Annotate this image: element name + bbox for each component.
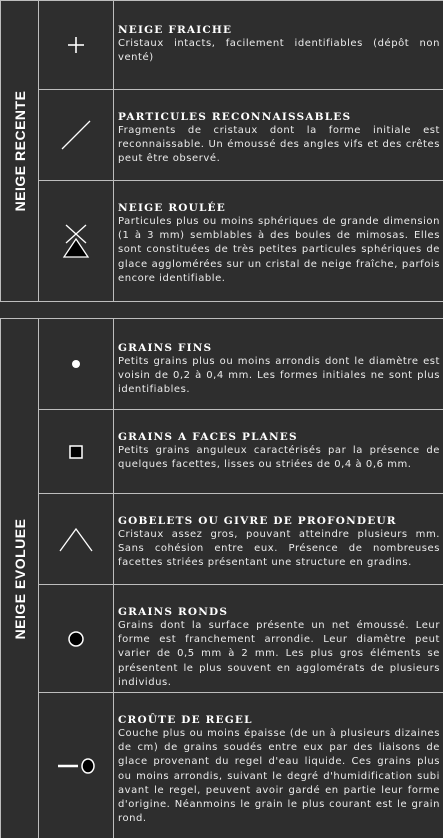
symbol-cell: [39, 181, 114, 301]
row-neige-roulee: NEIGE ROULÉE Particules plus ou moins sp…: [39, 181, 443, 301]
description-cell: NEIGE ROULÉE Particules plus ou moins sp…: [114, 181, 443, 301]
row-title: PARTICULES RECONNAISSABLES: [118, 111, 352, 123]
description-cell: PARTICULES RECONNAISSABLES Fragments de …: [114, 90, 443, 180]
description-cell: GRAINS A FACES PLANES Petits grains angu…: [114, 410, 443, 493]
row-title: NEIGE ROULÉE: [118, 202, 226, 214]
row-description: Grains dont la surface présente un net é…: [118, 620, 440, 688]
symbol-cell: [39, 410, 114, 493]
symbol-cell: [39, 494, 114, 584]
small-dot-icon: [72, 360, 80, 368]
symbol-cell: [39, 90, 114, 180]
row-title: NEIGE FRAICHE: [118, 24, 233, 36]
section-label: NEIGE RECENTE: [11, 90, 28, 212]
symbol-cell: [39, 585, 114, 692]
description-cell: GOBELETS OU GIVRE DE PROFONDEUR Cristaux…: [114, 494, 443, 584]
description-cell: GRAINS FINS Petits grains plus ou moins …: [114, 319, 443, 409]
triangle-x-icon: [62, 224, 90, 258]
row-description: Particules plus ou moins sphériques de g…: [118, 216, 440, 284]
section-gap: [0, 302, 443, 318]
row-description: Fragments de cristaux dont la forme init…: [118, 125, 440, 165]
slash-icon: [61, 120, 91, 150]
plus-icon: [68, 37, 84, 53]
row-title: GRAINS A FACES PLANES: [118, 431, 298, 443]
row-grains-ronds: GRAINS RONDS Grains dont la surface prés…: [39, 585, 443, 693]
symbol-cell: [39, 319, 114, 409]
description-cell: NEIGE FRAICHE Cristaux intacts, facileme…: [114, 1, 443, 89]
row-neige-fraiche: NEIGE FRAICHE Cristaux intacts, facileme…: [39, 1, 443, 90]
row-description: Couche plus ou moins épaisse (de un à pl…: [118, 728, 440, 825]
row-description: Cristaux intacts, facilement identifiabl…: [118, 38, 440, 64]
row-grains-fins: GRAINS FINS Petits grains plus ou moins …: [39, 319, 443, 410]
description-cell: CROÛTE DE REGEL Couche plus ou moins épa…: [114, 693, 443, 838]
row-description: Cristaux assez gros, pouvant atteindre p…: [118, 529, 440, 569]
section-rows: NEIGE FRAICHE Cristaux intacts, facileme…: [39, 1, 443, 301]
section-label: NEIGE EVOLUEE: [11, 518, 28, 639]
row-title: GRAINS RONDS: [118, 606, 229, 618]
section-evolved-snow: NEIGE EVOLUEE GRAINS FINS Petits grains …: [0, 318, 443, 838]
row-description: Petits grains anguleux caractérisés par …: [118, 445, 440, 471]
section-side-label: NEIGE RECENTE: [0, 1, 39, 301]
section-rows: GRAINS FINS Petits grains plus ou moins …: [39, 319, 443, 838]
description-cell: GRAINS RONDS Grains dont la surface prés…: [114, 585, 443, 692]
row-description: Petits grains plus ou moins arrondis don…: [118, 356, 440, 396]
row-title: GOBELETS OU GIVRE DE PROFONDEUR: [118, 515, 397, 527]
square-icon: [69, 444, 83, 459]
symbol-cell: [39, 693, 114, 838]
section-side-label: NEIGE EVOLUEE: [0, 319, 39, 838]
row-croute-regel: CROÛTE DE REGEL Couche plus ou moins épa…: [39, 693, 443, 838]
caret-icon: [59, 527, 93, 552]
filled-circle-icon: [68, 630, 84, 647]
symbol-cell: [39, 1, 114, 89]
row-title: GRAINS FINS: [118, 342, 213, 354]
section-recent-snow: NEIGE RECENTE NEIGE FRAICHE Cristaux int…: [0, 0, 443, 302]
dash-dot-icon: [58, 757, 95, 774]
row-gobelets: GOBELETS OU GIVRE DE PROFONDEUR Cristaux…: [39, 494, 443, 585]
row-grains-faces-planes: GRAINS A FACES PLANES Petits grains angu…: [39, 410, 443, 494]
row-particules-reconnaissables: PARTICULES RECONNAISSABLES Fragments de …: [39, 90, 443, 181]
row-title: CROÛTE DE REGEL: [118, 714, 253, 726]
